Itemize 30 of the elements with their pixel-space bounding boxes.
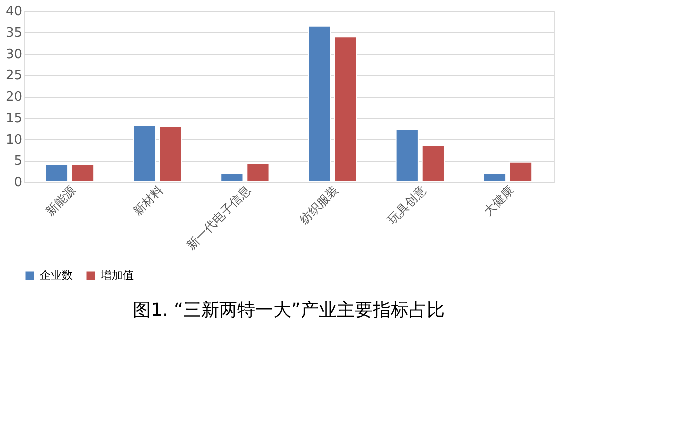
legend-label: 企业数 [40,269,73,282]
y-tick-label: 40 [6,4,22,20]
bar [422,145,445,182]
bar [334,36,358,182]
bar [483,173,507,182]
bar [45,164,69,182]
x-tick-label: 新一代电子信息 [184,183,254,252]
bar [220,172,244,182]
x-tick-label: 新能源 [43,183,78,218]
bar [509,162,533,182]
bar [71,164,95,182]
y-tick-label: 35 [6,26,22,41]
bar [396,129,419,182]
y-tick-label: 10 [6,132,22,148]
x-tick-label: 新材料 [130,183,166,218]
x-tick-label: 玩具创意 [385,183,429,227]
y-tick-label: 5 [14,154,22,170]
y-tick-label: 30 [6,47,22,62]
bar [308,26,332,182]
y-tick-label: 20 [6,90,22,105]
bar [246,163,270,182]
y-tick-label: 25 [6,68,22,84]
legend-label: 增加值 [100,269,134,282]
x-tick-label: 纺织服装 [297,183,342,227]
bar [133,125,156,182]
bar [159,126,182,182]
text: 图1. “三新两特一大”产业主要指标占比 [133,300,445,321]
y-tick-label: 15 [6,111,22,126]
x-tick-label: 大健康 [481,183,516,218]
y-tick-label: 0 [14,176,22,190]
